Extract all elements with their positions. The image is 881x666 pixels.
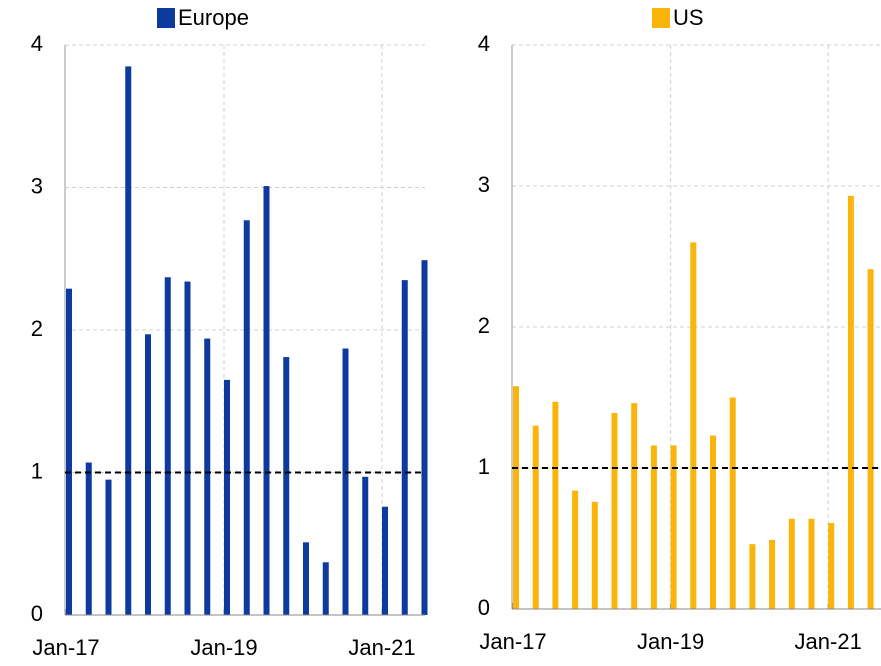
bar — [164, 277, 171, 615]
bar — [204, 338, 211, 615]
bar — [401, 280, 408, 615]
bar — [342, 348, 349, 615]
bar — [85, 462, 92, 615]
bar — [591, 501, 598, 609]
bar — [263, 186, 270, 615]
x-tick-label: Jan-19 — [637, 629, 704, 654]
bar — [572, 490, 579, 609]
legend-label: US — [673, 5, 704, 30]
x-tick-label: Jan-17 — [479, 629, 546, 654]
bar — [283, 357, 290, 615]
bar — [808, 518, 815, 609]
bar — [552, 401, 559, 609]
y-tick-label: 2 — [31, 316, 43, 341]
bar — [650, 445, 657, 609]
y-tick-label: 4 — [478, 31, 490, 56]
y-tick-label: 2 — [478, 313, 490, 338]
bar — [769, 539, 776, 609]
bar — [243, 220, 250, 615]
x-tick-label: Jan-19 — [190, 635, 257, 660]
bar — [382, 506, 388, 615]
y-tick-label: 0 — [478, 595, 490, 620]
y-tick-label: 1 — [478, 454, 490, 479]
bar — [322, 562, 329, 615]
bar — [421, 260, 428, 615]
bar — [749, 544, 756, 609]
bar — [224, 379, 230, 615]
bar — [828, 522, 835, 609]
bar — [611, 413, 618, 609]
y-tick-label: 4 — [31, 31, 43, 56]
legend-swatch — [652, 8, 670, 28]
x-tick-label: Jan-17 — [32, 635, 99, 660]
bar — [710, 435, 716, 609]
bar — [867, 269, 874, 609]
bar — [66, 288, 72, 615]
bar — [145, 334, 151, 615]
bar — [670, 445, 677, 609]
y-tick-label: 0 — [31, 601, 43, 626]
bar — [847, 195, 854, 609]
bar — [105, 479, 112, 615]
bar — [125, 66, 132, 615]
y-tick-label: 3 — [31, 173, 43, 198]
bar — [303, 542, 309, 615]
y-tick-label: 1 — [31, 458, 43, 483]
legend-swatch — [157, 8, 175, 28]
bar — [788, 518, 795, 609]
bar — [362, 476, 369, 615]
x-tick-label: Jan-21 — [795, 629, 862, 654]
x-tick-label: Jan-21 — [348, 635, 415, 660]
legend-label: Europe — [178, 5, 249, 30]
bar — [690, 242, 697, 609]
bar — [513, 386, 519, 609]
bar — [729, 397, 736, 609]
bar — [532, 425, 539, 609]
bar — [184, 281, 191, 615]
y-tick-label: 3 — [478, 172, 490, 197]
bar — [631, 403, 638, 609]
